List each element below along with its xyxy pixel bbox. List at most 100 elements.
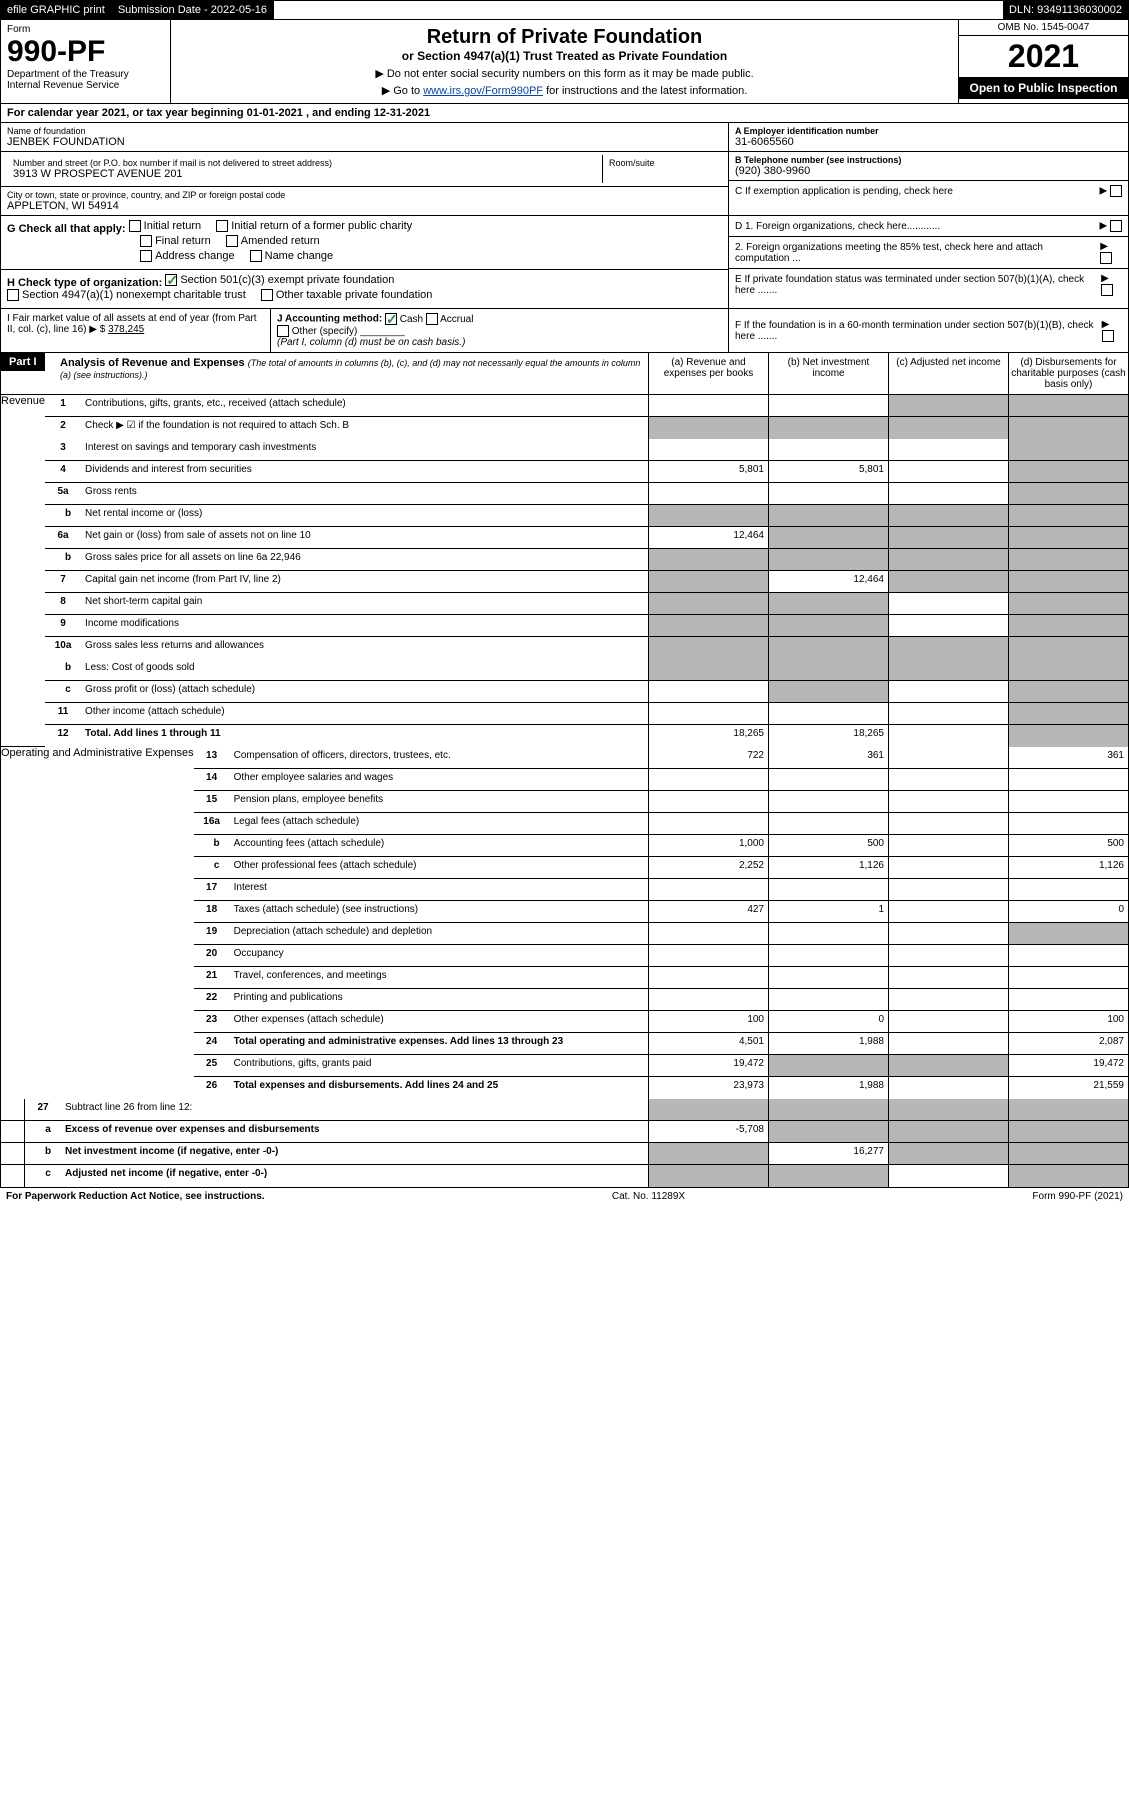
table-row: 16aLegal fees (attach schedule) [194,813,1128,835]
table-row: 12Total. Add lines 1 through 1118,26518,… [45,725,1128,747]
cell-b [768,703,888,724]
cell-d [1008,813,1128,834]
cell-a [648,791,768,812]
cell-d: 100 [1008,1011,1128,1032]
cell-a [648,967,768,988]
cell-b: 12,464 [768,571,888,592]
row-label: Adjusted net income (if negative, enter … [61,1165,648,1187]
cell-c [888,527,1008,548]
row-number: 21 [194,967,230,988]
row-label: Net rental income or (loss) [81,505,648,526]
cell-a: 23,973 [648,1077,768,1099]
cell-a [648,571,768,592]
row-number: 26 [194,1077,230,1099]
foundation-name-cell: Name of foundation JENBEK FOUNDATION [1,123,728,152]
telephone-cell: B Telephone number (see instructions) (9… [729,152,1128,181]
checkbox-e[interactable] [1101,284,1113,296]
cell-d [1008,417,1128,439]
checkbox-other-taxable[interactable] [261,289,273,301]
tax-year: 2021 [959,36,1128,77]
table-row: bAccounting fees (attach schedule)1,0005… [194,835,1128,857]
cell-a [648,395,768,416]
cell-c [888,637,1008,659]
header-sub1: ▶ Do not enter social security numbers o… [177,67,952,80]
row-number: 6a [45,527,81,548]
cell-b [768,615,888,636]
checkbox-amended[interactable] [226,235,238,247]
row-label: Travel, conferences, and meetings [230,967,648,988]
table-row: bLess: Cost of goods sold [45,659,1128,681]
cell-d [1008,1143,1128,1164]
info-right: A Employer identification number 31-6065… [728,123,1128,215]
cell-c [888,659,1008,680]
cell-d [1008,1099,1128,1120]
cell-d [1008,967,1128,988]
table-row: 25Contributions, gifts, grants paid19,47… [194,1055,1128,1077]
checkbox-c[interactable] [1110,185,1122,197]
efile-label: efile GRAPHIC print [1,1,112,19]
checkbox-addr-change[interactable] [140,250,152,262]
row-label: Gross sales price for all assets on line… [81,549,648,570]
checkbox-4947[interactable] [7,289,19,301]
row-label: Other professional fees (attach schedule… [230,857,648,878]
cell-d: 361 [1008,747,1128,768]
checkbox-d1[interactable] [1110,220,1122,232]
cell-a [648,769,768,790]
checkbox-initial[interactable] [129,220,141,232]
dln: DLN: 93491136030002 [1003,1,1128,19]
cell-a [648,813,768,834]
table-row: cOther professional fees (attach schedul… [194,857,1128,879]
cell-d [1008,1165,1128,1187]
form-link[interactable]: www.irs.gov/Form990PF [423,85,543,97]
row-label: Other income (attach schedule) [81,703,648,724]
cell-a [648,1143,768,1164]
check-f: F If the foundation is in a 60-month ter… [729,309,1128,352]
cell-c [888,1011,1008,1032]
row-number: b [45,549,81,570]
table-row: 27Subtract line 26 from line 12: [1,1099,1128,1121]
table-row: 6aNet gain or (loss) from sale of assets… [45,527,1128,549]
table-row: 22Printing and publications [194,989,1128,1011]
cell-b: 1 [768,901,888,922]
table-row: 21Travel, conferences, and meetings [194,967,1128,989]
checkbox-f[interactable] [1102,330,1114,342]
checkbox-name-change[interactable] [250,250,262,262]
cell-b [768,1165,888,1187]
form-title: Return of Private Foundation [177,26,952,49]
row-label: Pension plans, employee benefits [230,791,648,812]
checkbox-accrual[interactable] [426,313,438,325]
cell-a: 4,501 [648,1033,768,1054]
cell-a: 1,000 [648,835,768,856]
table-row: bNet investment income (if negative, ent… [1,1143,1128,1165]
checkbox-cash[interactable] [385,313,397,325]
cell-b [768,593,888,614]
cell-c [888,923,1008,944]
cell-c [888,461,1008,482]
row-label: Compensation of officers, directors, tru… [230,747,648,768]
cell-c [888,483,1008,504]
row-number: 10a [45,637,81,659]
checkbox-other-method[interactable] [277,325,289,337]
cell-d: 0 [1008,901,1128,922]
cell-c [888,1055,1008,1076]
checkbox-d2[interactable] [1100,252,1112,264]
checkbox-initial-former[interactable] [216,220,228,232]
cell-d [1008,637,1128,659]
part1-header-row: Part I Analysis of Revenue and Expenses … [0,353,1129,395]
cell-b: 361 [768,747,888,768]
checks-right: D 1. Foreign organizations, check here..… [728,216,1128,308]
row-number: 1 [45,395,81,416]
checkbox-501c3[interactable] [165,274,177,286]
cell-a [648,703,768,724]
row-label: Check ▶ ☑ if the foundation is not requi… [81,417,648,439]
checkbox-final[interactable] [140,235,152,247]
cell-c [888,1077,1008,1099]
row-number: 2 [45,417,81,439]
row-label: Interest [230,879,648,900]
cell-c [888,945,1008,966]
row-number: 9 [45,615,81,636]
row-label: Other expenses (attach schedule) [230,1011,648,1032]
calendar-year-row: For calendar year 2021, or tax year begi… [0,104,1129,123]
foundation-name: JENBEK FOUNDATION [7,136,722,148]
row-number: 13 [194,747,230,768]
